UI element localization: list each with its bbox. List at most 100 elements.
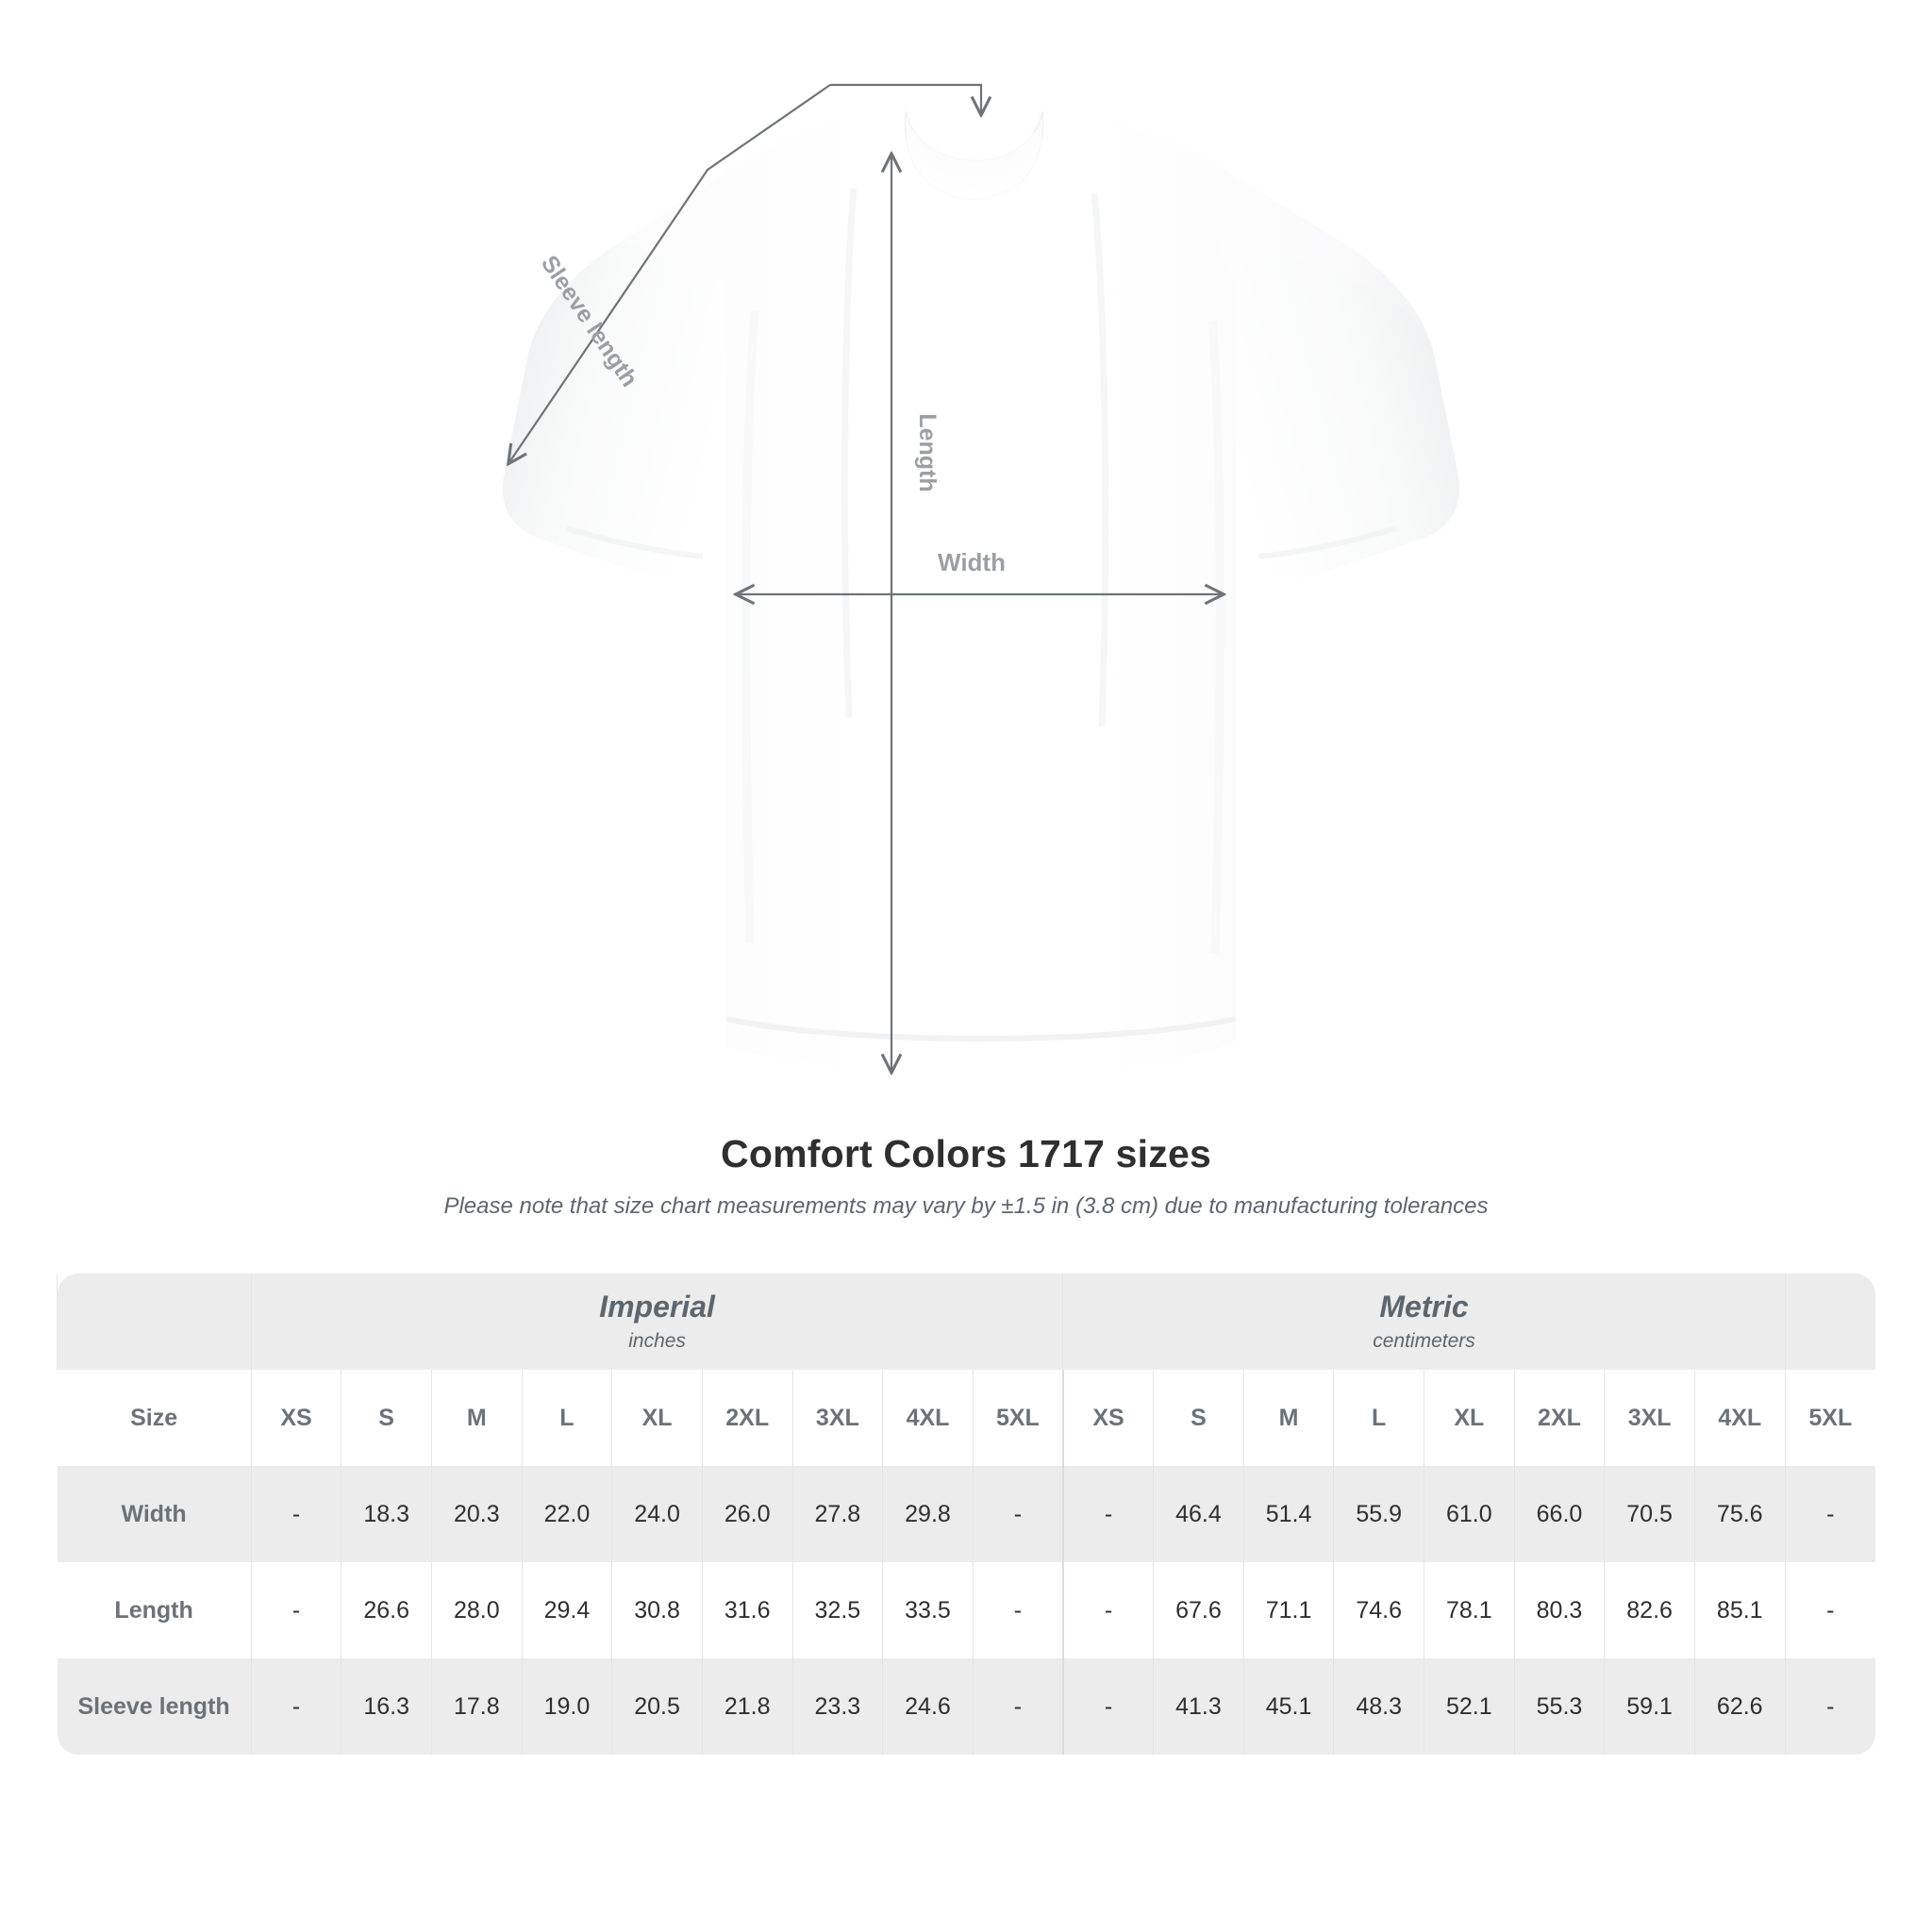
measurement-cell-imperial: - <box>250 1562 341 1658</box>
measurement-cell-metric: 75.6 <box>1693 1466 1786 1562</box>
measurement-cell-imperial: 26.6 <box>341 1562 432 1658</box>
size-header-cell: S <box>341 1370 432 1466</box>
measurement-cell-imperial: - <box>250 1466 341 1562</box>
size-header-cell: M <box>430 1370 523 1466</box>
size-header-cell: XS <box>1061 1370 1154 1466</box>
page-subtitle: Please note that size chart measurements… <box>443 1193 1489 1219</box>
measurement-cell-imperial: 21.8 <box>701 1658 793 1755</box>
size-header-cell: L <box>1333 1370 1424 1466</box>
size-header-cell: XL <box>1424 1370 1515 1466</box>
unit-sub-metric: centimeters <box>1373 1329 1475 1352</box>
unit-header-row: Imperial inches Metric centimeters <box>57 1274 1875 1370</box>
size-header-cell: 3XL <box>791 1370 883 1466</box>
measurement-cell-imperial: - <box>250 1658 341 1755</box>
table-row: Sleeve length -16.3 17.8 19.0 20.5 21.8 23.3 24… <box>57 1658 1875 1755</box>
measurement-cell-metric: 61.0 <box>1424 1466 1515 1562</box>
measurement-cell-imperial: 32.5 <box>791 1562 883 1658</box>
unit-header-imperial: Imperial inches <box>250 1274 1063 1370</box>
size-header-cell: 4XL <box>882 1370 974 1466</box>
size-header-cell: 3XL <box>1604 1370 1695 1466</box>
length-label: Length <box>914 413 941 491</box>
measurement-cell-metric: - <box>1784 1466 1875 1562</box>
measurement-cell-metric: 78.1 <box>1424 1562 1515 1658</box>
size-header-cell: 2XL <box>701 1370 793 1466</box>
measurement-cell-metric: 67.6 <box>1153 1562 1244 1658</box>
measurement-cell-metric: 74.6 <box>1333 1562 1424 1658</box>
measurement-cell-metric: 62.6 <box>1693 1658 1786 1755</box>
measurement-cell-imperial: 18.3 <box>341 1466 432 1562</box>
measurement-cell-metric: 48.3 <box>1333 1658 1424 1755</box>
table-row: Width -18.3 20.3 22.0 24.0 26.0 27.8 29.8- -46.4… <box>57 1466 1875 1562</box>
unit-name-metric: Metric <box>1379 1290 1469 1324</box>
tshirt-illustration: Sleeve length Length Width <box>503 83 1459 1075</box>
measurement-cell-metric: 66.0 <box>1513 1466 1605 1562</box>
measurement-cell-metric: - <box>1784 1562 1875 1658</box>
measurement-cell-metric: - <box>1061 1658 1154 1755</box>
measurement-cell-imperial: 19.0 <box>521 1658 612 1755</box>
row-label: Width <box>57 1466 252 1562</box>
size-table: Imperial inches Metric centimeters Size X… <box>57 1274 1875 1755</box>
size-header-cell: XL <box>611 1370 703 1466</box>
measurement-cell-metric: 71.1 <box>1242 1562 1334 1658</box>
width-label: Width <box>938 548 1006 576</box>
measurement-cell-imperial: 33.5 <box>882 1562 974 1658</box>
unit-header-spacer <box>57 1274 252 1370</box>
page-title: Comfort Colors 1717 sizes <box>721 1132 1211 1175</box>
measurement-cell-imperial: 29.8 <box>882 1466 974 1562</box>
size-header-label: Size <box>57 1370 252 1466</box>
measurement-cell-metric: 59.1 <box>1604 1658 1695 1755</box>
measurement-cell-imperial: 27.8 <box>791 1466 883 1562</box>
measurement-cell-imperial: 30.8 <box>611 1562 703 1658</box>
measurement-cell-metric: 82.6 <box>1604 1562 1695 1658</box>
measurement-cell-imperial: 20.3 <box>430 1466 523 1562</box>
size-header-cell: 2XL <box>1513 1370 1605 1466</box>
row-label: Length <box>57 1562 252 1658</box>
sleeve-top-tick <box>830 83 981 113</box>
measurement-cell-metric: 55.9 <box>1333 1466 1424 1562</box>
row-label: Sleeve length <box>57 1658 252 1755</box>
measurement-cell-metric: 55.3 <box>1513 1658 1605 1755</box>
measurement-cell-imperial: 17.8 <box>430 1658 523 1755</box>
measurement-cell-imperial: 24.6 <box>882 1658 974 1755</box>
tshirt-body-shape <box>503 110 1459 1075</box>
size-header-row: Size XS S M L XL 2XL 3XL 4XL 5XL XS S M L XL 2XL 3XL 4XL 5… <box>57 1370 1875 1466</box>
size-header-cell: XS <box>250 1370 341 1466</box>
unit-header-metric: Metric centimeters <box>1062 1274 1786 1370</box>
measurement-cell-metric: 51.4 <box>1242 1466 1334 1562</box>
measurement-cell-metric: - <box>1061 1466 1154 1562</box>
measurement-cell-metric: - <box>1784 1658 1875 1755</box>
unit-name-imperial: Imperial <box>599 1290 715 1324</box>
sleeve-length-annotation <box>509 83 981 462</box>
measurement-cell-imperial: 24.0 <box>611 1466 703 1562</box>
size-header-cell: S <box>1153 1370 1244 1466</box>
measurement-cell-imperial: 26.0 <box>701 1466 793 1562</box>
unit-sub-imperial: inches <box>628 1329 686 1352</box>
measurement-cell-metric: 85.1 <box>1693 1562 1786 1658</box>
size-table-wrapper: Imperial inches Metric centimeters Size X… <box>57 1274 1875 1755</box>
tshirt-graphic: Sleeve length Length Width <box>503 83 1459 1075</box>
measurement-cell-metric: 46.4 <box>1153 1466 1244 1562</box>
measurement-cell-imperial: - <box>972 1466 1063 1562</box>
measurement-cell-imperial: - <box>972 1562 1063 1658</box>
table-row: Length -26.6 28.0 29.4 30.8 31.6 32.5 33.5- -67.… <box>57 1562 1875 1658</box>
measurement-cell-metric: 80.3 <box>1513 1562 1605 1658</box>
measurement-cell-metric: 41.3 <box>1153 1658 1244 1755</box>
size-header-cell: L <box>521 1370 612 1466</box>
measurement-cell-imperial: 29.4 <box>521 1562 612 1658</box>
measurement-cell-imperial: 22.0 <box>521 1466 612 1562</box>
measurement-cell-imperial: 20.5 <box>611 1658 703 1755</box>
size-header-cell: M <box>1242 1370 1334 1466</box>
size-header-cell: 5XL <box>1784 1370 1875 1466</box>
measurement-cell-metric: - <box>1061 1562 1154 1658</box>
sleeve-length-line <box>509 84 831 462</box>
measurement-cell-imperial: 31.6 <box>701 1562 793 1658</box>
measurement-cell-imperial: - <box>972 1658 1063 1755</box>
measurement-cell-metric: 70.5 <box>1604 1466 1695 1562</box>
measurement-cell-imperial: 16.3 <box>341 1658 432 1755</box>
size-header-cell: 4XL <box>1693 1370 1786 1466</box>
measurement-cell-metric: 52.1 <box>1424 1658 1515 1755</box>
unit-header-spacer-right <box>1784 1274 1875 1370</box>
measurement-cell-metric: 45.1 <box>1242 1658 1334 1755</box>
size-header-cell: 5XL <box>972 1370 1063 1466</box>
